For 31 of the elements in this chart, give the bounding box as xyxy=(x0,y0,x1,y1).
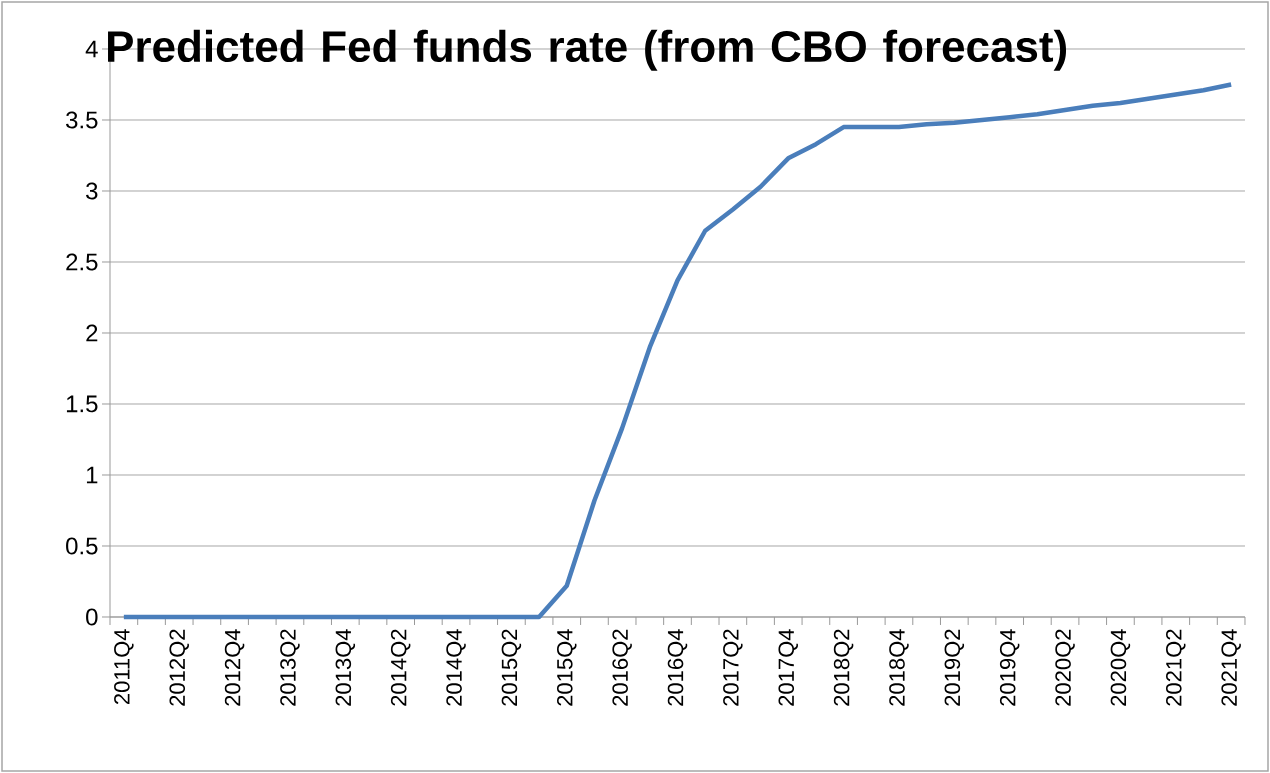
x-tick-label: 2018Q2 xyxy=(833,629,854,706)
x-tick-label: 2014Q4 xyxy=(446,629,466,706)
y-tick-label: 3.5 xyxy=(66,111,98,129)
x-tick-label: 2012Q4 xyxy=(224,629,245,706)
x-tick-label: 2020Q4 xyxy=(1110,629,1131,706)
x-tick-label: 2013Q2 xyxy=(280,629,300,706)
y-tick-label: 0 xyxy=(86,608,98,626)
x-tick-label: 2013Q4 xyxy=(335,629,356,706)
x-tick-label: 2021Q2 xyxy=(1166,629,1186,706)
x-tick-label: 2016Q2 xyxy=(612,629,632,706)
y-tick-label: 3 xyxy=(86,182,98,200)
y-tick-label: 1.5 xyxy=(66,395,98,413)
y-tick-label: 0.5 xyxy=(66,537,98,555)
x-tick-label: 2015Q4 xyxy=(557,629,577,706)
x-tick-label: 2017Q4 xyxy=(778,629,798,706)
y-tick-label: 4 xyxy=(85,40,98,58)
x-tick-label: 2018Q4 xyxy=(889,629,909,706)
x-tick-label: 2019Q2 xyxy=(944,629,965,706)
y-tick-label: 2.5 xyxy=(66,253,98,271)
x-tick-label: 2011Q4 xyxy=(114,629,134,705)
x-tick-label: 2020Q2 xyxy=(1055,629,1075,706)
x-tick-label: 2015Q2 xyxy=(501,629,522,706)
x-tick-label: 2016Q4 xyxy=(667,629,688,706)
x-tick-label: 2012Q2 xyxy=(169,629,189,706)
x-tick-label: 2019Q4 xyxy=(999,629,1020,706)
y-tick-label: 1 xyxy=(86,466,98,484)
x-tick-label: 2014Q2 xyxy=(390,629,411,706)
x-tick-label: 2017Q2 xyxy=(723,629,743,706)
chart-title: Predicted Fed funds rate (from CBO forecast) xyxy=(108,29,1067,71)
y-tick-label: 2 xyxy=(86,324,98,342)
x-tick-label: 2021Q4 xyxy=(1221,629,1241,706)
